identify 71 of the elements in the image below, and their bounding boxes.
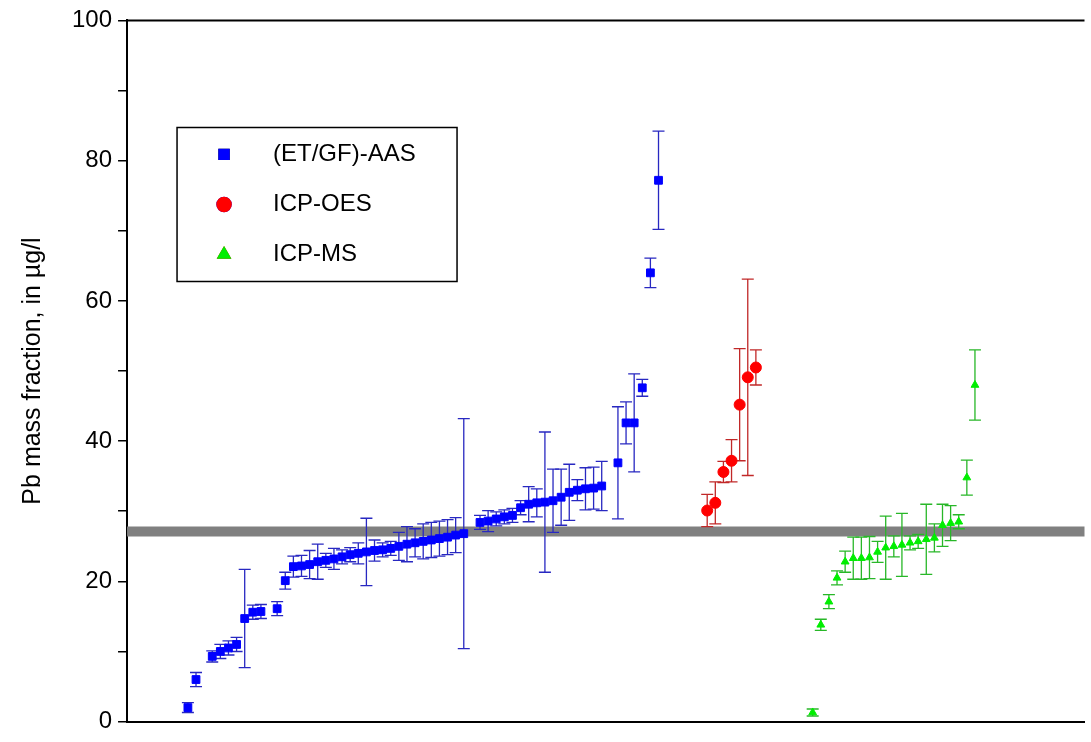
point <box>426 535 436 545</box>
point <box>418 537 428 546</box>
point <box>621 418 631 428</box>
point <box>483 516 493 526</box>
point <box>646 268 655 278</box>
point <box>913 536 923 545</box>
point <box>362 547 371 557</box>
point <box>905 537 915 546</box>
point <box>394 541 404 551</box>
point <box>597 481 607 491</box>
point <box>840 556 850 565</box>
point <box>629 418 639 428</box>
y-tick-label: 60 <box>85 285 113 313</box>
point <box>865 552 874 561</box>
y-tick-label: 100 <box>72 5 113 33</box>
point <box>816 619 826 628</box>
point <box>402 539 412 549</box>
point <box>733 398 746 411</box>
point <box>329 554 339 564</box>
y-tick-label: 0 <box>98 706 113 734</box>
point <box>589 483 598 493</box>
point <box>572 485 582 495</box>
point <box>970 380 980 388</box>
point <box>353 548 363 558</box>
point <box>305 560 314 569</box>
point <box>240 614 250 623</box>
point <box>962 472 972 481</box>
y-axis-title: Pb mass fraction, in µg/l <box>16 237 45 505</box>
point <box>709 496 722 509</box>
legend-label: ICP-MS <box>273 239 358 267</box>
point <box>701 504 714 517</box>
point <box>725 454 738 467</box>
point <box>856 553 866 561</box>
point <box>435 534 444 543</box>
legend-label: (ET/GF)-AAS <box>273 139 416 167</box>
point <box>881 542 891 551</box>
point <box>532 498 542 508</box>
point <box>946 518 956 526</box>
point <box>581 484 590 494</box>
point <box>288 562 298 572</box>
point <box>524 499 534 509</box>
point <box>459 529 469 539</box>
y-tick-label: 80 <box>85 145 113 173</box>
point <box>370 546 379 555</box>
point <box>451 530 461 540</box>
point <box>548 496 558 506</box>
point <box>540 497 550 507</box>
point <box>564 487 574 497</box>
point <box>443 532 452 542</box>
y-tick-label: 20 <box>85 565 113 593</box>
point <box>873 546 882 555</box>
point <box>613 458 623 468</box>
point <box>889 541 899 550</box>
y-tick-label: 40 <box>85 425 113 453</box>
point <box>717 465 730 478</box>
point <box>938 520 947 529</box>
legend-label: ICP-OES <box>273 189 372 217</box>
point <box>313 557 323 567</box>
point <box>954 516 964 525</box>
point <box>897 539 907 548</box>
point <box>741 371 754 384</box>
point <box>824 596 834 605</box>
point <box>749 361 762 374</box>
point <box>921 534 931 543</box>
point <box>556 492 566 502</box>
point <box>832 572 842 581</box>
point <box>297 561 306 571</box>
point <box>848 553 858 561</box>
point <box>410 538 420 548</box>
point <box>929 532 939 541</box>
point <box>654 175 663 185</box>
